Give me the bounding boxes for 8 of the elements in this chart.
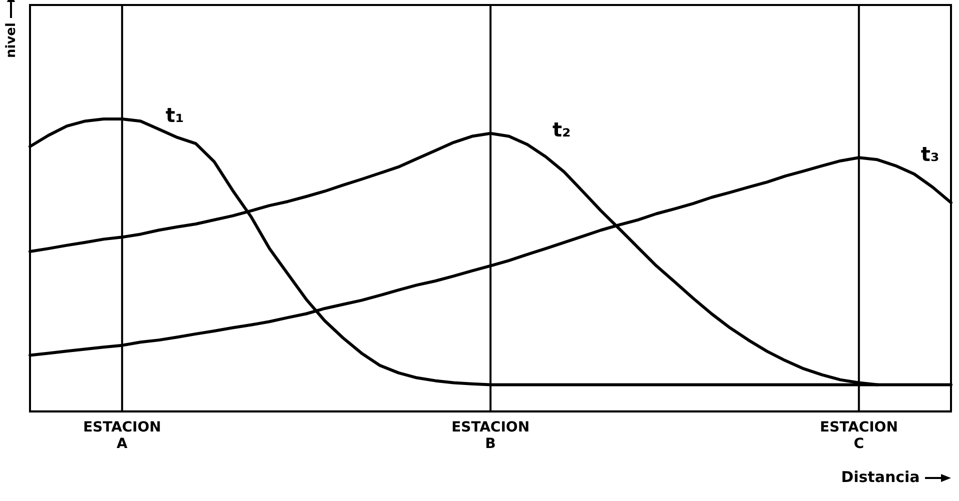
series-label: t₃ bbox=[920, 142, 940, 166]
series-label: t₁ bbox=[166, 103, 184, 128]
y-axis-title: nivel bbox=[4, 22, 19, 58]
series-label: t₂ bbox=[552, 118, 571, 142]
x-tick-label: ESTACION C bbox=[820, 419, 898, 452]
x-tick-label: ESTACION B bbox=[451, 419, 530, 452]
x-tick-label: ESTACION A bbox=[83, 419, 162, 452]
x-axis-title: Distancia bbox=[841, 468, 921, 486]
